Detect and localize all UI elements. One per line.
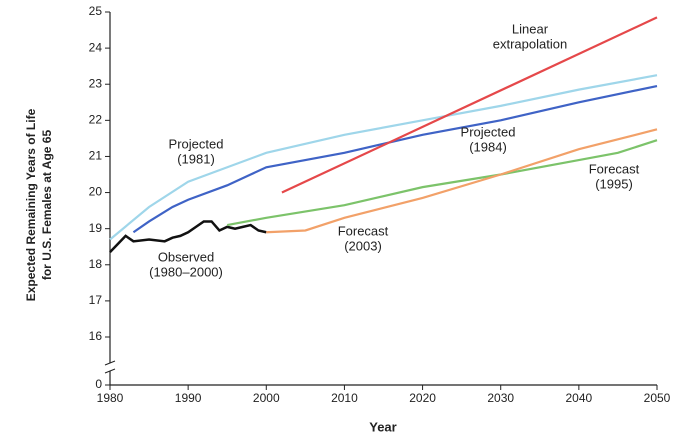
x-axis-label: Year: [369, 419, 396, 434]
series-label: Forecast: [338, 223, 389, 238]
y-tick-label: 25: [89, 4, 103, 18]
axis-break: [104, 360, 116, 374]
y-tick-label: 20: [89, 185, 103, 199]
series-line: [227, 139, 658, 227]
x-tick-label: 2030: [487, 391, 514, 405]
series-label: (2003): [344, 238, 382, 253]
series-label: Linear: [512, 21, 549, 36]
series-line: [109, 220, 267, 254]
series-label: Projected: [169, 136, 224, 151]
y-tick-label: 18: [89, 257, 103, 271]
series-label: (1995): [595, 176, 633, 191]
y-axis-label-line: for U.S. Females at Age 65: [40, 130, 54, 281]
y-axis-label-line: Expected Remaining Years of Life: [24, 108, 38, 301]
series-label: (1980–2000): [149, 264, 223, 279]
series-line: [281, 16, 658, 194]
x-tick-label: 2010: [331, 391, 358, 405]
series-label: Projected: [461, 124, 516, 139]
series-line: [109, 74, 658, 241]
y-tick-label: 23: [89, 76, 103, 90]
series-label: Observed: [158, 249, 214, 264]
series-label: Forecast: [589, 161, 640, 176]
series-label: extrapolation: [493, 36, 567, 51]
y-tick-label: 0: [95, 377, 102, 391]
series-label: (1981): [177, 151, 215, 166]
x-tick-label: 1980: [97, 391, 124, 405]
x-tick-label: 1990: [175, 391, 202, 405]
x-tick-label: 2020: [409, 391, 436, 405]
y-tick-label: 19: [89, 221, 103, 235]
x-tick-label: 2000: [253, 391, 280, 405]
series-label: (1984): [469, 139, 507, 154]
x-tick-label: 2050: [644, 391, 671, 405]
y-tick-label: 17: [89, 293, 103, 307]
x-tick-label: 2040: [566, 391, 593, 405]
y-tick-label: 24: [89, 40, 103, 54]
y-axis-label: Expected Remaining Years of Life for U.S…: [24, 108, 54, 301]
y-tick-label: 22: [89, 113, 103, 127]
series-line: [132, 84, 658, 234]
y-tick-label: 21: [89, 149, 103, 163]
y-tick-label: 16: [89, 329, 103, 343]
series-line: [266, 128, 658, 234]
